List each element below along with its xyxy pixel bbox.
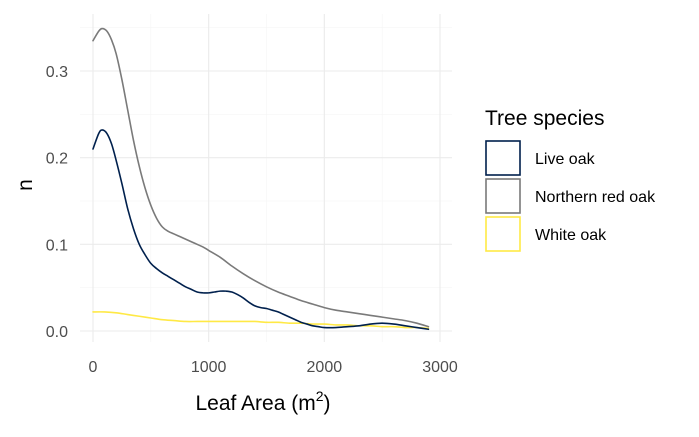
x-axis-title-superscript: 2 — [316, 388, 324, 404]
y-tick-label: 0.1 — [46, 237, 68, 254]
legend-key-white-oak — [485, 216, 521, 252]
y-tick-label: 0.2 — [46, 151, 68, 168]
legend-key-northern-red-oak — [485, 178, 521, 214]
legend-label-white-oak: White oak — [535, 227, 607, 244]
x-tick-label: 2000 — [307, 359, 343, 376]
legend-item-live-oak: Live oak — [485, 140, 596, 176]
grid — [80, 14, 452, 342]
legend-item-white-oak: White oak — [485, 216, 607, 252]
y-tick-label: 0.0 — [46, 324, 68, 341]
series-line-live-oak — [92, 129, 430, 331]
tick-labels: 0 1000 2000 3000 0.0 0.1 0.2 0.3 — [46, 64, 458, 376]
legend-key-live-oak — [485, 140, 521, 176]
series-line-northern-red-oak — [92, 27, 430, 328]
x-tick-label: 1000 — [191, 359, 227, 376]
legend-label-live-oak: Live oak — [535, 151, 596, 168]
series-line-white-oak — [92, 311, 430, 330]
y-tick-label: 0.3 — [46, 64, 68, 81]
legend-items: Live oak Northern red oak White oak — [485, 140, 656, 252]
x-axis-title: Leaf Area (m2) — [195, 388, 330, 415]
legend: Tree species Live oak Northern red oak Whi… — [485, 107, 656, 252]
x-axis-title-main: Leaf Area (m — [195, 392, 315, 415]
series-lines — [92, 27, 430, 331]
x-tick-label: 0 — [89, 359, 98, 376]
x-tick-label: 3000 — [422, 359, 458, 376]
legend-title: Tree species — [485, 107, 604, 130]
y-axis-title: n — [14, 179, 37, 191]
legend-item-northern-red-oak: Northern red oak — [485, 178, 656, 214]
x-axis-title-suffix: ) — [324, 392, 331, 415]
legend-label-northern-red-oak: Northern red oak — [535, 189, 656, 206]
